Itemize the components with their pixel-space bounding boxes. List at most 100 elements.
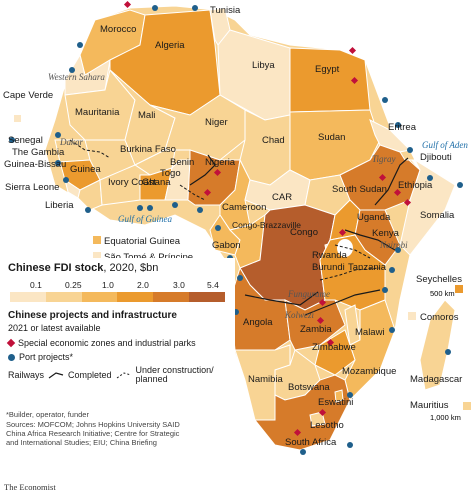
label-eritrea: Eritrea bbox=[388, 122, 417, 133]
label-eq-guinea: Equatorial Guinea bbox=[104, 236, 181, 247]
label-morocco: Morocco bbox=[100, 24, 136, 35]
stock-title-text: Chinese FDI stock bbox=[8, 262, 104, 274]
label-uganda: Uganda bbox=[357, 212, 391, 223]
label-malawi: Malawi bbox=[355, 327, 385, 338]
label-kolwezi: Kolwezi bbox=[284, 310, 315, 320]
label-tigray: Tigray bbox=[372, 154, 396, 164]
label-lesotho: Lesotho bbox=[310, 420, 344, 431]
country-chad bbox=[239, 109, 291, 186]
country-south-africa bbox=[253, 374, 351, 451]
sources-line-1: Sources: MOFCOM; Johns Hopkins Universit… bbox=[6, 420, 180, 429]
country-sao-tome bbox=[93, 252, 101, 260]
country-eq-guinea bbox=[93, 236, 101, 244]
label-ghana: Ghana bbox=[142, 177, 171, 188]
label-car: CAR bbox=[272, 192, 292, 203]
port-symbol-icon bbox=[8, 353, 15, 361]
label-cape-verde: Cape Verde bbox=[3, 90, 53, 101]
label-gambia: The Gambia bbox=[12, 147, 65, 158]
legend-proj-title: Chinese projects and infrastructure bbox=[8, 310, 177, 321]
label-rwanda: Rwanda bbox=[312, 250, 348, 261]
sources-line-2: China Africa Research Initiative; Centre… bbox=[6, 429, 180, 438]
label-comoros: Comoros bbox=[420, 312, 459, 323]
label-congo-brazzaville: Congo-Brazzaville bbox=[232, 220, 301, 230]
label-gulf-aden: Gulf of Aden bbox=[422, 140, 468, 150]
legend-railway-row: Railways Completed Under construction/ p… bbox=[8, 366, 216, 384]
label-chad: Chad bbox=[262, 135, 285, 146]
legend-sez-row: Special economic zones and industrial pa… bbox=[6, 338, 196, 348]
scale-step-1 bbox=[10, 292, 46, 302]
label-tunisia: Tunisia bbox=[210, 5, 241, 16]
label-ivory-coast: Ivory Coast bbox=[108, 177, 156, 188]
railways-planned bbox=[69, 139, 381, 281]
label-tanzania: Tanzania bbox=[348, 262, 387, 273]
label-benin: Benin bbox=[170, 157, 194, 168]
tick-2: 0.25 bbox=[65, 280, 82, 290]
label-madagascar: Madagascar bbox=[410, 374, 462, 385]
label-liberia: Liberia bbox=[45, 200, 74, 211]
country-zimbabwe bbox=[314, 329, 356, 376]
label-ethiopia: Ethiopia bbox=[398, 180, 433, 191]
country-zambia bbox=[284, 299, 346, 351]
label-algeria: Algeria bbox=[155, 40, 185, 51]
label-guinea: Guinea bbox=[70, 164, 101, 175]
footnote: *Builder, operator, funder bbox=[6, 410, 89, 419]
label-mauritania: Mauritania bbox=[75, 107, 120, 118]
label-gulf-guinea: Gulf of Guinea bbox=[118, 214, 172, 224]
label-western-sahara: Western Sahara bbox=[48, 72, 105, 82]
label-burkina-faso: Burkina Faso bbox=[120, 144, 176, 155]
country-lesotho bbox=[309, 411, 326, 427]
sez-symbol-icon bbox=[6, 338, 16, 348]
railways-completed bbox=[189, 154, 409, 316]
label-nairobi: Nairobi bbox=[379, 240, 408, 250]
country-madagascar bbox=[419, 299, 456, 391]
label-zimbabwe: Zimbabwe bbox=[312, 342, 356, 353]
label-egypt: Egypt bbox=[315, 64, 340, 75]
label-togo: Togo bbox=[160, 168, 181, 179]
label-seychelles: Seychelles bbox=[416, 274, 462, 285]
scale-step-2 bbox=[45, 292, 82, 302]
label-mauritius: Mauritius bbox=[410, 400, 449, 411]
scale-step-4 bbox=[117, 292, 154, 302]
label-kenya: Kenya bbox=[372, 228, 400, 239]
scale-step-6 bbox=[189, 292, 225, 302]
legend-port-row: Port projects* bbox=[8, 352, 73, 362]
scale-step-3 bbox=[81, 292, 118, 302]
legend-planned-label: Under construction/ planned bbox=[135, 365, 214, 384]
label-south-africa: South Africa bbox=[285, 437, 337, 448]
legend-stock-title: Chinese FDI stock, 2020, $bn bbox=[8, 262, 158, 274]
label-cameroon: Cameroon bbox=[222, 202, 266, 213]
label-senegal: Senegal bbox=[8, 135, 43, 146]
label-nigeria: Nigeria bbox=[205, 157, 236, 168]
brand-credit: The Economist bbox=[4, 482, 56, 492]
label-south-sudan: South Sudan bbox=[332, 184, 387, 195]
label-namibia: Namibia bbox=[248, 374, 284, 385]
label-mali: Mali bbox=[138, 110, 155, 121]
label-mozambique: Mozambique bbox=[342, 366, 396, 377]
scale-step-5 bbox=[153, 292, 190, 302]
label-niger: Niger bbox=[205, 117, 228, 128]
tick-4: 2.0 bbox=[137, 280, 149, 290]
label-botswana: Botswana bbox=[288, 382, 330, 393]
label-gabon: Gabon bbox=[212, 240, 241, 251]
label-zambia: Zambia bbox=[300, 324, 332, 335]
country-somalia bbox=[399, 158, 456, 256]
country-cape-verde bbox=[14, 115, 21, 122]
label-angola: Angola bbox=[243, 317, 273, 328]
label-guinea-bissau: Guinea-Bissau bbox=[4, 159, 66, 170]
label-burundi: Burundi bbox=[312, 262, 345, 273]
railway-planned-icon bbox=[116, 372, 131, 379]
tick-3: 1.0 bbox=[102, 280, 114, 290]
label-sao-tome: São Tomé & Príncipe bbox=[104, 252, 193, 263]
legend-color-scale bbox=[10, 292, 225, 302]
country-eswatini bbox=[334, 389, 344, 403]
label-djibouti: Djibouti bbox=[420, 152, 452, 163]
legend-port-label: Port projects* bbox=[19, 352, 74, 362]
country-seychelles bbox=[455, 285, 463, 293]
label-sierra-leone: Sierra Leone bbox=[5, 182, 59, 193]
scale-mauritius: 1,000 km bbox=[430, 413, 461, 422]
country-mauritius bbox=[463, 402, 471, 410]
sources-line-3: and International Studies; EIU; China Br… bbox=[6, 438, 157, 447]
label-dakar: Dakar bbox=[59, 137, 83, 147]
label-fungurume: Fungurume bbox=[287, 289, 330, 299]
